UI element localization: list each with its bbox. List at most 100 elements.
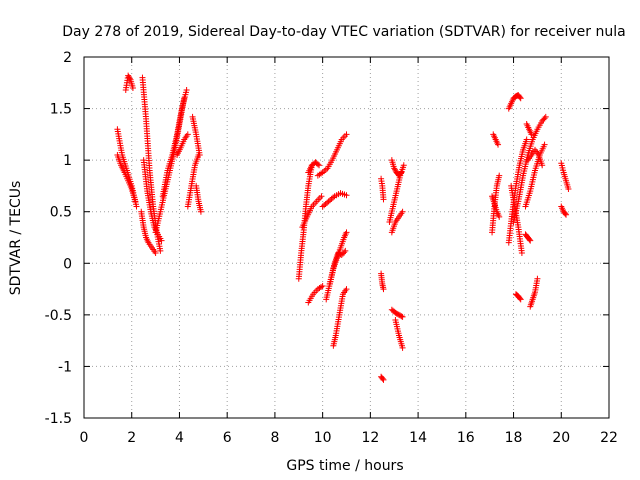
data-point <box>495 141 502 148</box>
data-point <box>562 210 569 217</box>
data-point <box>327 197 334 204</box>
data-point <box>400 162 407 169</box>
data-point <box>518 249 525 256</box>
data-point <box>517 95 524 102</box>
data-point <box>325 198 332 205</box>
data-point <box>324 199 331 206</box>
data-point <box>399 313 406 320</box>
data-point <box>183 87 190 94</box>
data-point <box>342 247 349 254</box>
satellite-track <box>305 159 323 176</box>
y-tick-label: 0 <box>63 256 72 272</box>
satellite-track <box>184 151 202 210</box>
data-point <box>328 195 335 202</box>
data-point <box>316 162 323 169</box>
satellite-track <box>314 131 350 179</box>
satellite-track <box>378 270 387 293</box>
x-tick-label: 6 <box>223 430 232 446</box>
satellite-track <box>489 172 503 236</box>
x-tick-label: 10 <box>314 430 332 446</box>
data-point <box>534 275 541 282</box>
data-points <box>114 72 572 383</box>
satellite-track <box>523 121 535 138</box>
data-point <box>380 196 387 203</box>
satellite-track <box>490 131 502 148</box>
satellite-track <box>558 160 572 193</box>
data-point <box>398 313 405 320</box>
data-point <box>341 249 348 256</box>
satellite-track <box>527 275 541 310</box>
x-tick-label: 20 <box>552 430 570 446</box>
data-point <box>319 203 326 210</box>
data-point <box>322 200 329 207</box>
x-tick-label: 2 <box>127 430 136 446</box>
y-tick-label: 0.5 <box>50 205 72 221</box>
satellite-track <box>305 282 326 306</box>
x-tick-label: 0 <box>80 430 89 446</box>
data-point <box>319 282 326 289</box>
data-point <box>343 131 350 138</box>
data-point <box>398 169 405 176</box>
satellite-track <box>522 141 548 210</box>
data-point <box>152 249 159 256</box>
data-point <box>197 208 204 215</box>
y-tick-label: 1.5 <box>50 102 72 118</box>
satellite-track <box>378 373 387 383</box>
data-point <box>541 141 548 148</box>
satellite-track <box>193 182 204 215</box>
data-point <box>496 213 503 220</box>
x-tick-label: 16 <box>457 430 475 446</box>
satellite-track <box>319 190 350 210</box>
data-point <box>318 193 325 200</box>
data-point <box>539 162 546 169</box>
data-point <box>133 203 140 210</box>
data-point <box>380 286 387 293</box>
satellite-track <box>388 157 405 179</box>
data-point <box>528 131 535 138</box>
data-point <box>399 344 406 351</box>
data-point <box>314 161 321 168</box>
data-point <box>527 237 534 244</box>
data-point <box>523 136 530 143</box>
y-tick-label: 1 <box>63 153 72 169</box>
data-point <box>379 375 386 382</box>
satellite-track <box>330 286 350 349</box>
data-point <box>516 295 523 302</box>
satellite-track <box>524 146 546 169</box>
satellite-track <box>138 208 159 256</box>
satellite-track <box>299 193 325 231</box>
x-tick-label: 22 <box>600 430 618 446</box>
x-tick-label: 4 <box>175 430 184 446</box>
satellite-track <box>159 87 190 200</box>
data-point <box>322 166 329 173</box>
satellite-track <box>388 208 406 236</box>
satellite-track <box>189 113 203 158</box>
x-tick-label: 14 <box>409 430 427 446</box>
data-point <box>565 186 572 193</box>
satellite-track <box>122 72 136 94</box>
data-point <box>132 198 139 205</box>
satellite-track <box>510 113 549 226</box>
y-tick-label: -1 <box>58 359 72 375</box>
data-point <box>129 84 136 91</box>
y-tick-label: -0.5 <box>45 308 72 324</box>
x-tick-label: 12 <box>361 430 379 446</box>
data-point <box>496 172 503 179</box>
satellite-track <box>512 291 524 303</box>
chart-title: Day 278 of 2019, Sidereal Day-to-day VTE… <box>62 24 625 40</box>
x-axis-title: GPS time / hours <box>286 458 403 474</box>
y-axis-title: SDTVAR / TECUs <box>8 181 24 296</box>
satellite-track <box>558 203 570 218</box>
y-tick-label: 2 <box>63 50 72 66</box>
data-point <box>563 211 570 218</box>
satellite-track <box>489 193 503 220</box>
data-point <box>517 296 524 303</box>
x-tick-label: 18 <box>505 430 523 446</box>
data-point <box>126 75 133 82</box>
data-point <box>196 151 203 158</box>
satellite-track <box>522 231 534 244</box>
satellite-track <box>140 157 165 244</box>
x-tick-label: 8 <box>270 430 279 446</box>
satellite-track <box>139 74 164 254</box>
